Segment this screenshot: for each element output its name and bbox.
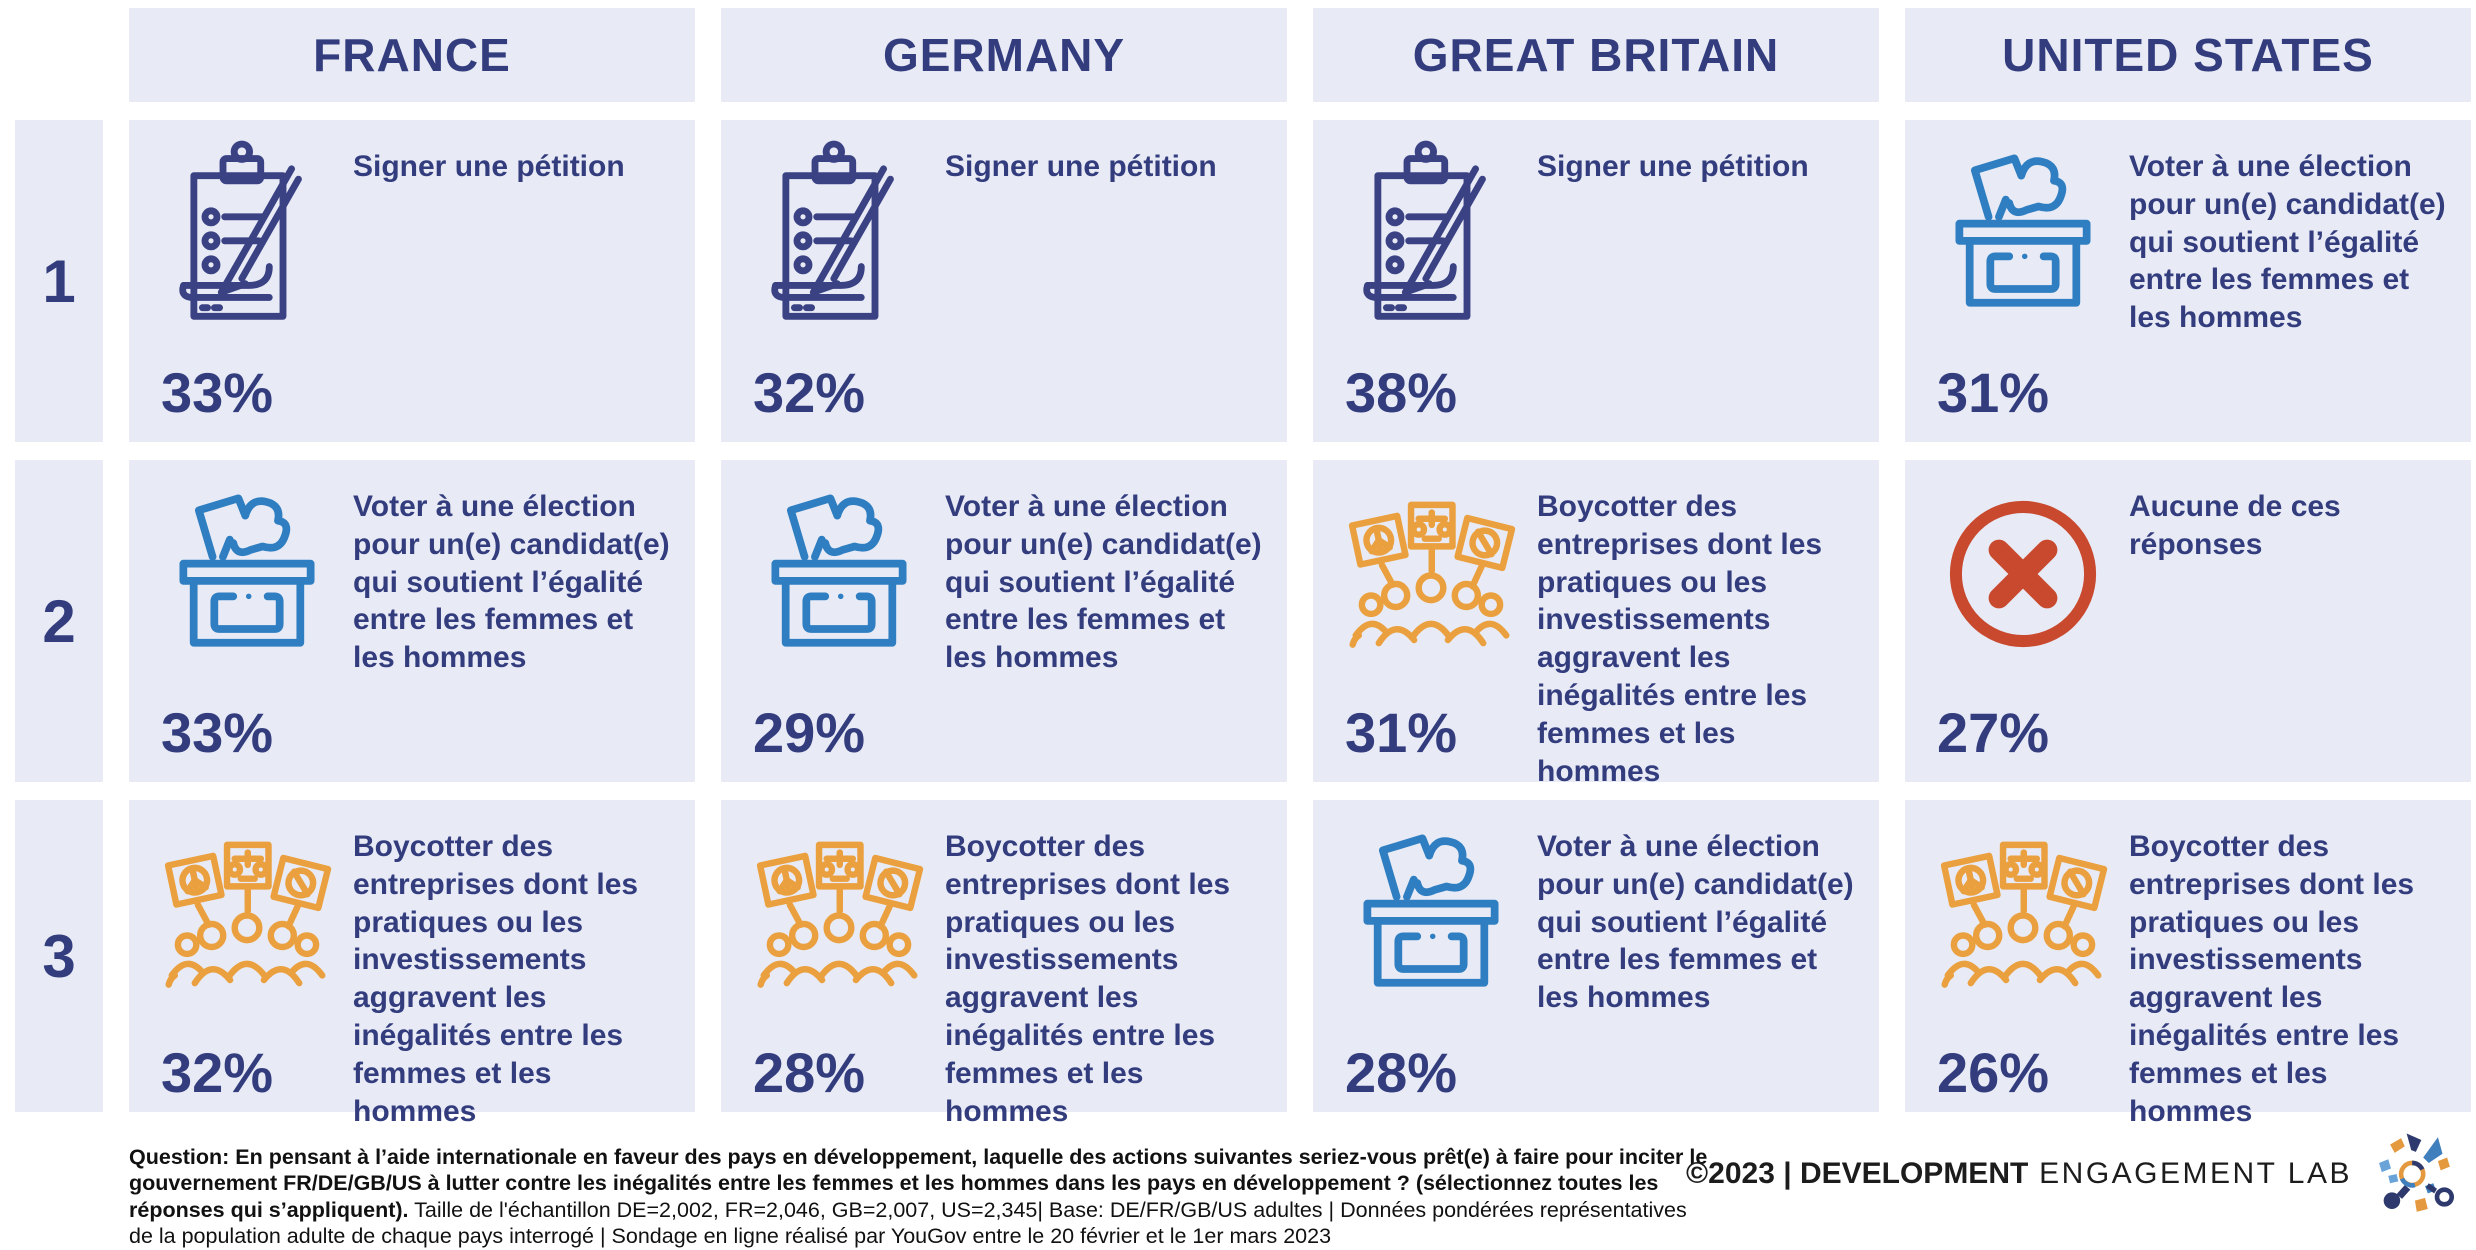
- percent-value: 33%: [161, 361, 274, 424]
- footer-question: Question: En pensant à l’aide internatio…: [129, 1144, 1714, 1250]
- boycott-protest-icon: [155, 818, 339, 1018]
- result-cell-france-rank2: 33% Voter à une élection pour un(e) cand…: [129, 460, 695, 782]
- country-label: FRANCE: [313, 29, 511, 81]
- rank-number: 2: [42, 587, 76, 655]
- percent-value: 27%: [1937, 701, 2050, 764]
- action-text: Voter à une élection pour un(e) candidat…: [1537, 830, 1854, 1015]
- action-text: Boycotter des entreprises dont les prati…: [1537, 490, 1823, 788]
- percent-value: 26%: [1937, 1041, 2050, 1104]
- boycott-protest-icon: [747, 818, 931, 1018]
- action-text: Aucune de ces réponses: [2129, 490, 2341, 561]
- copyright-line: ©2023 | DEVELOPMENT ENGAGEMENT LAB: [1686, 1126, 2460, 1222]
- country-header-great-britain: GREAT BRITAIN: [1313, 8, 1879, 102]
- rank-cell-3: 3: [15, 800, 103, 1112]
- result-cell-united-states-rank3: 26% Boycotter des entreprises dont les p…: [1905, 800, 2471, 1128]
- country-header-france: FRANCE: [129, 8, 695, 102]
- rank-cell-2: 2: [15, 460, 103, 782]
- country-label: GERMANY: [882, 29, 1126, 81]
- percent-value: 32%: [161, 1041, 274, 1104]
- ballot-box-icon: [747, 478, 931, 678]
- action-text: Boycotter des entreprises dont les prati…: [353, 830, 639, 1128]
- question-methodology-text: Taille de l'échantillon DE=2,002, FR=2,0…: [129, 1197, 1687, 1249]
- petition-icon: [747, 138, 931, 338]
- results-grid: FRANCE GERMANY GREAT BRITAIN UNITED STAT…: [15, 8, 2471, 1128]
- action-text: Voter à une élection pour un(e) candidat…: [353, 490, 670, 675]
- ballot-box-icon: [1931, 138, 2115, 338]
- country-label: UNITED STATES: [2002, 29, 2374, 81]
- rank-number: 3: [42, 922, 76, 990]
- percent-value: 29%: [753, 701, 866, 764]
- country-header-germany: GERMANY: [721, 8, 1287, 102]
- percent-value: 32%: [753, 361, 866, 424]
- percent-value: 28%: [753, 1041, 866, 1104]
- boycott-protest-icon: [1931, 818, 2115, 1018]
- ballot-box-icon: [1339, 818, 1523, 1018]
- brand-development: DEVELOPMENT: [1799, 1157, 2029, 1190]
- action-text: Voter à une élection pour un(e) candidat…: [2129, 150, 2446, 335]
- result-cell-great-britain-rank1: 38% Signer une pétition: [1313, 120, 1879, 442]
- result-cell-germany-rank2: 29% Voter à une élection pour un(e) cand…: [721, 460, 1287, 782]
- percent-value: 31%: [1345, 701, 1458, 764]
- action-text: Boycotter des entreprises dont les prati…: [2129, 830, 2415, 1128]
- none-of-these-icon: [1931, 478, 2115, 678]
- ballot-box-icon: [155, 478, 339, 678]
- percent-value: 33%: [161, 701, 274, 764]
- action-text: Signer une pétition: [353, 150, 625, 183]
- action-text: Signer une pétition: [1537, 150, 1809, 183]
- result-cell-france-rank1: 33% Signer une pétition: [129, 120, 695, 442]
- action-text: Voter à une élection pour un(e) candidat…: [945, 490, 1262, 675]
- percent-value: 28%: [1345, 1041, 1458, 1104]
- result-cell-great-britain-rank2: 31% Boycotter des entreprises dont les p…: [1313, 460, 1879, 788]
- result-cell-united-states-rank2: 27% Aucune de ces réponses: [1905, 460, 2471, 782]
- result-cell-france-rank3: 32% Boycotter des entreprises dont les p…: [129, 800, 695, 1128]
- question-bold-text: Question: En pensant à l’aide internatio…: [129, 1144, 1708, 1222]
- result-cell-germany-rank1: 32% Signer une pétition: [721, 120, 1287, 442]
- result-cell-great-britain-rank3: 28% Voter à une élection pour un(e) cand…: [1313, 800, 1879, 1112]
- corner-spacer: [15, 8, 103, 102]
- action-text: Boycotter des entreprises dont les prati…: [945, 830, 1231, 1128]
- rank-cell-1: 1: [15, 120, 103, 442]
- petition-icon: [155, 138, 339, 338]
- petition-icon: [1339, 138, 1523, 338]
- brand-engagement-lab: ENGAGEMENT LAB: [2028, 1157, 2352, 1190]
- del-logo-icon: [2368, 1128, 2460, 1220]
- rank-number: 1: [42, 247, 76, 315]
- copyright-text: ©2023 | DEVELOPMENT ENGAGEMENT LAB: [1686, 1157, 2352, 1191]
- action-text: Signer une pétition: [945, 150, 1217, 183]
- result-cell-germany-rank3: 28% Boycotter des entreprises dont les p…: [721, 800, 1287, 1128]
- percent-value: 38%: [1345, 361, 1458, 424]
- country-label: GREAT BRITAIN: [1412, 29, 1780, 81]
- result-cell-united-states-rank1: 31% Voter à une élection pour un(e) cand…: [1905, 120, 2471, 442]
- boycott-protest-icon: [1339, 478, 1523, 678]
- percent-value: 31%: [1937, 361, 2050, 424]
- copyright-year: ©2023 |: [1686, 1157, 1800, 1190]
- country-header-united-states: UNITED STATES: [1905, 8, 2471, 102]
